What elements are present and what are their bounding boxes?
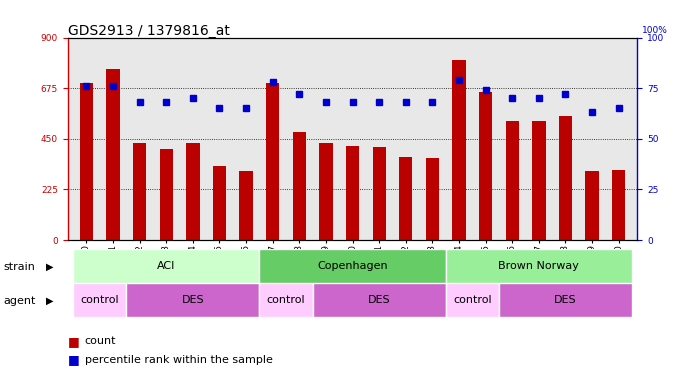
Text: ▶: ▶ bbox=[46, 296, 54, 306]
Text: agent: agent bbox=[3, 296, 36, 306]
Text: ■: ■ bbox=[68, 354, 79, 366]
Bar bbox=[559, 116, 572, 240]
Text: ■: ■ bbox=[68, 335, 79, 348]
Bar bbox=[506, 121, 519, 240]
Bar bbox=[159, 149, 173, 240]
Text: DES: DES bbox=[554, 295, 577, 305]
Text: DES: DES bbox=[182, 295, 204, 305]
Bar bbox=[452, 60, 466, 240]
Text: control: control bbox=[266, 295, 305, 305]
Text: control: control bbox=[453, 295, 492, 305]
Bar bbox=[612, 170, 625, 240]
Bar bbox=[133, 143, 146, 240]
Bar bbox=[319, 143, 333, 240]
Text: DES: DES bbox=[368, 295, 391, 305]
Bar bbox=[213, 166, 226, 240]
Bar bbox=[266, 82, 279, 240]
Bar bbox=[372, 147, 386, 240]
Bar bbox=[126, 283, 260, 317]
Text: strain: strain bbox=[3, 262, 35, 272]
Bar bbox=[80, 82, 93, 240]
Bar bbox=[239, 171, 253, 240]
Bar bbox=[499, 283, 632, 317]
Bar bbox=[346, 146, 359, 240]
Bar bbox=[73, 249, 260, 283]
Text: 100%: 100% bbox=[641, 26, 667, 35]
Bar bbox=[106, 69, 120, 240]
Bar bbox=[585, 171, 599, 240]
Bar bbox=[260, 249, 445, 283]
Bar bbox=[313, 283, 445, 317]
Bar bbox=[186, 143, 199, 240]
Bar bbox=[445, 283, 499, 317]
Text: count: count bbox=[85, 336, 116, 346]
Text: control: control bbox=[81, 295, 119, 305]
Bar bbox=[399, 157, 412, 240]
Text: percentile rank within the sample: percentile rank within the sample bbox=[85, 355, 273, 365]
Text: ▶: ▶ bbox=[46, 262, 54, 272]
Bar bbox=[260, 283, 313, 317]
Bar bbox=[73, 283, 126, 317]
Bar bbox=[532, 121, 546, 240]
Text: GDS2913 / 1379816_at: GDS2913 / 1379816_at bbox=[68, 24, 230, 38]
Text: Brown Norway: Brown Norway bbox=[498, 261, 579, 271]
Bar bbox=[479, 92, 492, 240]
Bar bbox=[293, 132, 306, 240]
Bar bbox=[445, 249, 632, 283]
Bar bbox=[426, 158, 439, 240]
Text: ACI: ACI bbox=[157, 261, 176, 271]
Text: Copenhagen: Copenhagen bbox=[317, 261, 388, 271]
